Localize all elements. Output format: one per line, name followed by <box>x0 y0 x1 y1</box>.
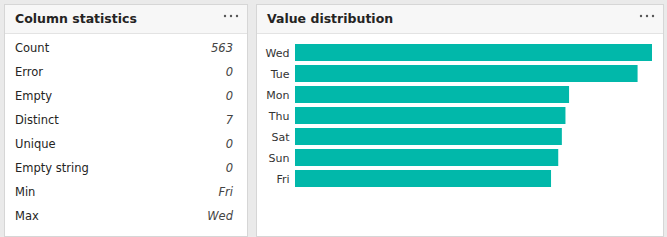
svg-text:Sat: Sat <box>271 131 290 144</box>
html-text:563: 563 <box>211 41 233 55</box>
svg-text:Thu: Thu <box>268 110 290 123</box>
html-text:Error: Error <box>15 65 43 79</box>
html-text:Max: Max <box>15 209 39 223</box>
html-text:0: 0 <box>225 89 233 103</box>
html-text:Count: Count <box>15 41 50 55</box>
html-text:Value distribution: Value distribution <box>267 11 394 26</box>
svg-text:Tue: Tue <box>270 68 290 81</box>
svg-text:Wed: Wed <box>266 47 290 60</box>
html-text:0: 0 <box>225 65 233 79</box>
html-text:0: 0 <box>225 161 233 175</box>
html-text:Empty string: Empty string <box>15 161 89 175</box>
svg-text:Mon: Mon <box>266 89 289 102</box>
html-text:Empty: Empty <box>15 89 53 103</box>
svg-text:Fri: Fri <box>276 173 289 186</box>
html-text:Wed: Wed <box>207 209 233 223</box>
html-text:Unique: Unique <box>15 137 56 151</box>
html-text:7: 7 <box>225 113 233 127</box>
html-text:Column statistics: Column statistics <box>15 11 137 26</box>
html-text:Distinct: Distinct <box>15 113 59 127</box>
html-text:Min: Min <box>15 185 36 199</box>
svg-text:Sun: Sun <box>269 152 290 165</box>
html-text:0: 0 <box>225 137 233 151</box>
html-text:Fri: Fri <box>218 185 233 199</box>
